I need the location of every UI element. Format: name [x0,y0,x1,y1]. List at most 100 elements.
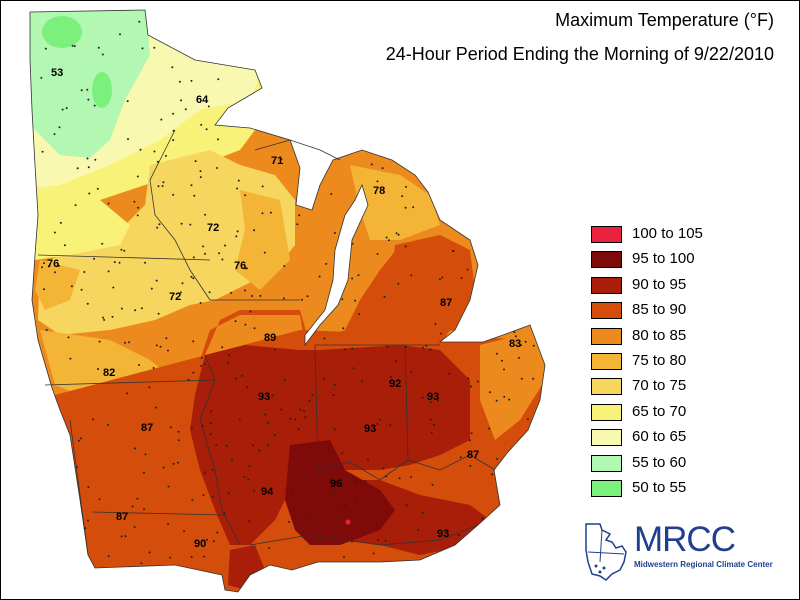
station-dot [172,112,175,115]
station-dot [376,422,379,425]
station-dot [123,249,126,252]
station-label: 94 [261,486,274,498]
station-dot [520,344,523,347]
station-dot [405,185,407,188]
station-dot [200,123,203,126]
station-label: 93 [364,423,376,435]
station-labels: 53 64 71 78 72 76 76 72 87 83 89 82 92 9… [47,67,521,550]
station-dot [107,270,110,273]
station-dot [441,276,444,279]
station-dot [332,394,335,397]
legend-label: 85 to 90 [632,301,687,319]
station-label: 72 [169,291,181,303]
station-dot [290,492,293,495]
station-dot [153,150,156,153]
station-dot [225,444,228,447]
station-dot [235,235,238,238]
station-dot [253,229,256,232]
station-dot [223,512,226,515]
station-dot [87,486,90,488]
station-dot [354,299,357,302]
station-dot [430,418,432,421]
station-dot [111,315,114,318]
mrcc-logo: MRCC Midwestern Regional Climate Center [582,520,773,590]
station-dot [194,160,197,163]
station-dot [40,76,43,79]
station-dot [496,457,499,460]
legend-swatch [591,479,622,497]
station-dot [244,323,247,326]
station-dot [211,468,214,471]
station-dot [131,505,134,508]
station-dot [120,248,123,251]
station-dot [42,262,45,265]
station-dot [189,223,192,226]
station-dot [169,426,172,429]
station-dot [333,383,336,386]
station-dot [387,239,390,242]
station-dot [58,126,61,129]
station-dot [221,346,224,349]
station-dot [190,79,193,82]
station-dot [83,271,86,273]
station-dot [268,547,271,550]
station-dot [137,206,140,209]
station-dot [190,184,193,187]
station-label: 72 [207,222,219,234]
station-dot [322,377,325,380]
station-dot [452,250,455,252]
station-dot [283,379,286,382]
station-dot [192,340,195,343]
station-dot [142,471,145,474]
station-dot [311,394,314,397]
station-dot [210,410,213,413]
station-dot [466,268,469,271]
station-dot [430,431,433,434]
station-dot [410,274,413,277]
station-dot [180,99,182,102]
station-label: 64 [196,94,209,106]
station-dot [61,108,64,111]
station-dot [412,206,415,209]
station-dot [439,278,441,281]
station-label: 93 [258,391,270,403]
station-dot [92,418,94,421]
station-dot [162,181,165,184]
station-dot [351,242,354,245]
station-dot [460,277,463,279]
station-dot [124,341,126,344]
station-dot [140,307,143,310]
station-dot [301,298,303,301]
station-dot [323,337,326,340]
station-dot [183,530,186,533]
station-dot [167,349,169,352]
station-dot [70,285,73,288]
station-dot [98,340,101,343]
station-dot [390,376,393,378]
station-dot [187,378,190,381]
station-dot [217,138,219,141]
station-dot [202,245,205,248]
station-dot [191,499,194,502]
station-dot [244,289,246,292]
station-dot [271,394,274,397]
station-label: 87 [467,449,479,461]
station-dot [514,335,517,338]
station-dot [381,167,384,170]
station-dot [432,423,435,426]
station-dot [159,345,162,348]
station-dot [488,427,491,430]
station-dot [216,531,219,534]
station-label: 87 [141,422,153,434]
station-dot [524,340,527,343]
station-dot [230,291,233,294]
station-dot [140,562,143,565]
station-dot [283,265,286,267]
station-dot [382,467,385,470]
station-dot [47,265,50,268]
station-dot [351,277,354,280]
station-dot [434,323,437,326]
station-dot [177,439,180,442]
station-dot [71,44,74,47]
